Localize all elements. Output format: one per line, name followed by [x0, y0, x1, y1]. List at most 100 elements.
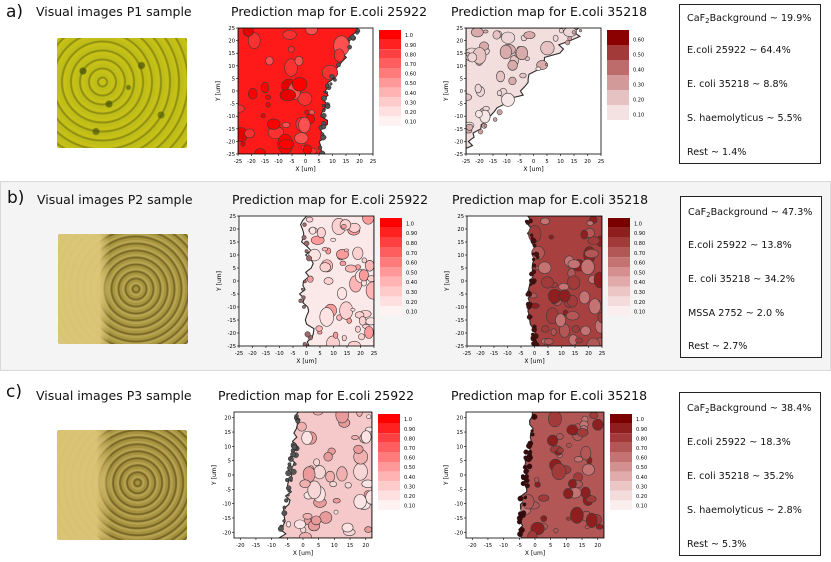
plot-b2-svg: -25-25 -20 -20 -15 -15 -10 -10 -5 -5 0 0 5 5 10 10 15 15… — [444, 214, 645, 365]
contour-blob — [260, 113, 266, 119]
boundary-contour — [293, 416, 298, 420]
sample-title: Visual images P3 sample — [36, 388, 192, 403]
colorbar-label: 0.60 — [636, 456, 647, 462]
colorbar-segment — [380, 247, 402, 258]
y-tick-label: -10 — [455, 114, 463, 120]
boundary-contour — [525, 292, 530, 297]
colorbar-segment — [610, 433, 632, 443]
x-tick-label: 15 — [347, 543, 354, 549]
contour-blob — [343, 248, 349, 253]
colorbar-label: 0.60 — [404, 456, 415, 462]
y-tick-label: -15 — [227, 127, 235, 133]
colorbar-segment — [378, 414, 400, 424]
boundary-contour — [530, 332, 535, 337]
x-axis-label: X [um] — [523, 166, 543, 173]
x-tick-label: 0 — [305, 351, 308, 357]
x-axis-label: X [um] — [296, 358, 316, 365]
y-tick-label: 15 — [456, 430, 463, 436]
boundary-contour — [530, 429, 534, 433]
colorbar-segment — [379, 30, 401, 40]
contour-blob — [319, 511, 333, 524]
contour-blob — [291, 77, 308, 92]
boundary-contour — [516, 515, 523, 522]
stat-ecoli-35218: E. coli 35218 ~ 35.2% — [687, 471, 794, 482]
panel-a: a) Visual images P1 sample Prediction ma… — [0, 0, 831, 188]
contour-blob — [344, 264, 357, 273]
boundary-contour — [355, 31, 359, 35]
boundary-contour — [325, 91, 329, 95]
contour-blob — [551, 463, 567, 480]
x-tick-label: 20 — [585, 351, 592, 357]
boundary-contour — [532, 243, 537, 248]
colorbar-segment — [608, 218, 630, 228]
contour-blob — [332, 498, 341, 504]
contour-blob — [302, 144, 313, 154]
colorbar-label: 0.20 — [636, 494, 647, 500]
colorbar-label: 0.90 — [404, 427, 415, 433]
contour-blob — [350, 307, 356, 312]
y-tick-label: -25 — [456, 344, 464, 350]
x-tick-label: 20 — [584, 159, 591, 165]
colorbar-label: 0.60 — [405, 72, 416, 78]
contour-blob — [299, 479, 311, 488]
boundary-contour — [571, 30, 576, 35]
boundary-contour — [518, 527, 525, 533]
panel-label: c) — [6, 382, 22, 402]
contour-blob — [365, 317, 374, 326]
contour-blob — [358, 269, 369, 282]
y-tick-label: 5 — [233, 266, 236, 272]
contour-blob — [556, 433, 564, 440]
stat-s-haemolyticus: S. haemolyticus ~ 5.5% — [687, 113, 802, 124]
x-tick-label: -15 — [489, 159, 497, 165]
y-tick-label: 10 — [456, 64, 463, 70]
contour-blob — [467, 52, 478, 63]
contour-blob — [299, 532, 312, 538]
y-tick-label: 10 — [224, 444, 231, 450]
colorbar-segment — [608, 237, 630, 248]
y-tick-label: -5 — [459, 292, 464, 298]
prediction-map-25922: -25 -25 -20 -20 -15 -15 -10 -10 -5 -5 0 0 5 5 10 10 15 15… — [213, 212, 435, 368]
contour-field — [467, 216, 602, 346]
stat-background: CaF2Background ~ 19.9% — [687, 13, 812, 25]
colorbar-segment — [610, 414, 632, 424]
contour-blob — [323, 277, 334, 285]
contour-blob — [570, 506, 584, 524]
x-tick-label: 15 — [571, 159, 578, 165]
contour-blob — [508, 76, 517, 86]
y-tick-label: -20 — [223, 530, 231, 536]
contour-blob — [319, 262, 331, 273]
contour-blob — [360, 430, 372, 444]
contour-blob — [541, 325, 550, 333]
y-axis-label: Y [um] — [443, 465, 450, 486]
contour-blob — [470, 28, 484, 38]
y-tick-label: 0 — [233, 279, 236, 285]
y-tick-label: -10 — [456, 305, 464, 311]
x-axis-label: X [um] — [524, 358, 544, 365]
boundary-contour — [288, 456, 292, 460]
x-tick-label: -5 — [517, 543, 522, 549]
y-tick-label: -15 — [455, 516, 463, 522]
contour-blob — [540, 217, 550, 225]
colorbar-label: 0.30 — [405, 100, 416, 106]
colorbar-label: 0.10 — [634, 310, 645, 316]
prediction-map-25922: -25 -25 -20 -20 -15 -15 -10 -10 -5 -5 0 0 5 5 10 10 15 15… — [212, 24, 434, 176]
stat-rest: Rest ~ 2.7% — [688, 341, 748, 352]
panel-b: b) Visual images P2 sample Prediction ma… — [0, 181, 831, 371]
map-title-25922: Prediction map for E.coli 25922 — [232, 192, 429, 207]
contour-blob — [595, 523, 604, 530]
x-tick-label: 15 — [579, 543, 586, 549]
y-tick-label: 20 — [228, 39, 235, 45]
boundary-contour — [298, 298, 303, 303]
composition-box: CaF2Background ~ 38.4% E.coli 25922 ~ 18… — [679, 392, 821, 556]
x-tick-label: 20 — [594, 543, 601, 549]
contour-field — [238, 28, 373, 154]
contour-blob — [573, 456, 584, 463]
boundary-contour — [522, 465, 528, 470]
boundary-contour — [281, 510, 288, 516]
contour-blob — [337, 287, 348, 300]
colorbar-segment — [380, 306, 402, 316]
boundary-contour — [321, 108, 326, 113]
x-tick-label: -15 — [252, 543, 260, 549]
contour-blob — [519, 72, 527, 79]
contour-blob — [238, 104, 245, 113]
